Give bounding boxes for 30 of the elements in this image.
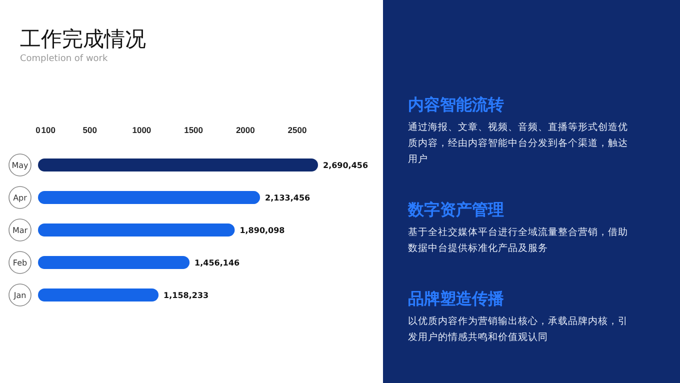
- x2-tick-label: 2500: [288, 125, 307, 135]
- y-tick-label: Jan: [12, 291, 26, 300]
- x2-tick-label: 2000: [236, 125, 256, 135]
- text: 数字资产管理: [407, 200, 504, 219]
- text: 以优质内容作为营销输出核心，承载品牌内核，引发用户的情感共鸣和价值观认同: [408, 315, 628, 343]
- data-label: 2,133,456: [265, 194, 311, 202]
- bar: [38, 158, 318, 172]
- x2-tick-label: 1500: [184, 125, 204, 135]
- text: 内容智能流转: [408, 95, 504, 114]
- bar: [38, 191, 260, 204]
- x2-tick-label: 100: [41, 125, 56, 135]
- data-label: 1,158,233: [164, 291, 209, 300]
- chart-subtitle: Completion of work: [20, 54, 109, 64]
- x2-tick-label: 1000: [132, 125, 152, 135]
- bar: [38, 224, 235, 236]
- data-label: 1,890,098: [240, 226, 286, 235]
- y-tick-label: Mar: [12, 226, 28, 235]
- text: 通过海报、文章、视频、音频、直播等形式创造优质内容，经由内容智能中台分发到各个渠道，触达用户: [408, 121, 628, 165]
- data-label: 2,690,456: [323, 161, 368, 170]
- y-tick-label: Feb: [12, 258, 28, 268]
- y-tick-label: May: [12, 161, 29, 170]
- data-label: 1,456,146: [194, 258, 240, 268]
- text: 基于全社交媒体平台进行全域流量整合营销，借助数据中台提供标准化产品及服务: [408, 226, 628, 254]
- y-tick-label: Apr: [13, 194, 28, 202]
- x2-tick-label: 0: [36, 125, 41, 135]
- x2-tick-label: 500: [82, 125, 98, 135]
- chart-title: 工作完成情况: [20, 27, 146, 51]
- text: 品牌塑造传播: [408, 289, 505, 308]
- bar: [38, 288, 159, 302]
- bar: [38, 256, 190, 269]
